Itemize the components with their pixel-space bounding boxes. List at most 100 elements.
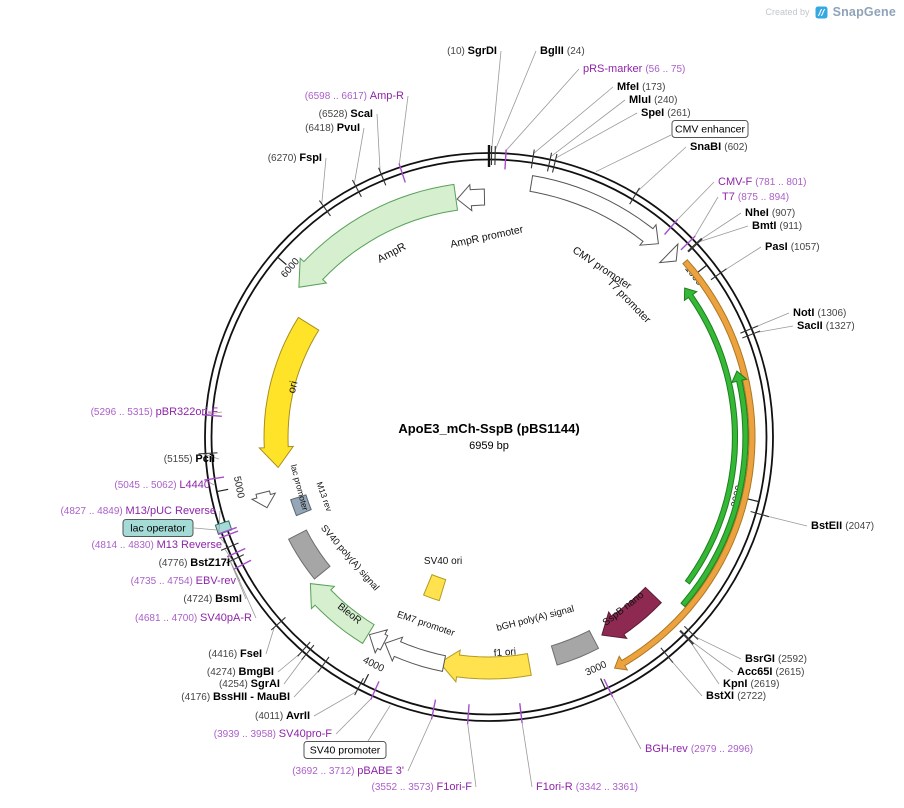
noti-callout-label[interactable]: NotI (1306) (793, 307, 846, 319)
bsmi-callout-label[interactable]: (4724) BsmI (183, 593, 242, 605)
l4440-callout-label[interactable]: (5045 .. 5062) L4440 (114, 479, 210, 491)
sv40pa-r-callout-label[interactable]: (4681 .. 4700) SV40pA-R (135, 612, 252, 624)
position-tick-4000 (363, 674, 368, 684)
callout-mlui: MluI (240) (547, 94, 677, 171)
bsteii-site-tick (751, 511, 769, 516)
m13-reverse-callout-label[interactable]: (4814 .. 4830) M13 Reverse (92, 539, 222, 551)
bstxi-callout-label[interactable]: BstXI (2722) (706, 690, 766, 702)
cmv-f-callout-label[interactable]: CMV-F (781 .. 801) (718, 176, 806, 188)
f1-ori-feature[interactable] (440, 650, 532, 682)
ampr-feature[interactable] (299, 184, 458, 287)
boxed-callout-lac-operator: lac operator (123, 520, 219, 537)
pbabe-3-callout-label[interactable]: (3692 .. 3712) pBABE 3' (292, 765, 404, 777)
fspi-callout-label[interactable]: (6270) FspI (268, 152, 322, 164)
leader-line (336, 699, 371, 734)
leader-line (506, 69, 579, 151)
ampr-label[interactable]: AmpR (375, 241, 408, 266)
sv40-ori-label[interactable]: SV40 ori (424, 556, 462, 567)
f1ori-f-callout-label[interactable]: (3552 .. 3573) F1ori-F (372, 781, 473, 793)
callout-l4440: (5045 .. 5062) L4440 (114, 477, 224, 491)
bgh-rev-callout-label[interactable]: BGH-rev (2979 .. 2996) (645, 743, 753, 755)
pvui-callout-label[interactable]: (6418) PvuI (305, 122, 360, 134)
mfei-site-tick (531, 150, 534, 169)
nhei-callout-label[interactable]: NheI (907) (745, 207, 795, 219)
leader-line (322, 158, 326, 204)
leader-line (691, 641, 733, 672)
t7-promoter-feature[interactable] (660, 244, 678, 263)
prs-marker-callout-label[interactable]: pRS-marker (56 .. 75) (583, 63, 685, 75)
em7-promoter-feature[interactable] (369, 630, 387, 653)
m13-rev-label[interactable]: M13 rev (315, 480, 335, 513)
position-label-3000: 3000 (584, 659, 609, 679)
callout-pasi: PasI (1057) (711, 241, 820, 280)
mlui-site-tick (547, 153, 551, 172)
leader-line (354, 128, 364, 184)
ampr-promoter-feature[interactable] (457, 185, 484, 211)
sv40-poly-a-signal-feature[interactable] (289, 530, 330, 579)
sgrdi-callout-label[interactable]: (10) SgrDI (447, 45, 497, 57)
bgh-poly-a-signal-label[interactable]: bGH poly(A) signal (495, 604, 575, 634)
leader-line (468, 723, 476, 787)
cmv-promoter-label[interactable]: CMV promoter (570, 244, 634, 292)
pbr322ori-f-callout-label[interactable]: (5296 .. 5315) pBR322ori-F (91, 406, 219, 418)
f1ori-f-site-tick (468, 704, 469, 724)
bsteii-callout-label[interactable]: BstEII (2047) (811, 520, 874, 532)
leader-line (754, 313, 789, 327)
leader-line (495, 51, 536, 150)
pasi-callout-label[interactable]: PasI (1057) (765, 241, 820, 253)
bsrgi-callout-label[interactable]: BsrGI (2592) (745, 653, 807, 665)
amp-r-callout-label[interactable]: (6598 .. 6617) Amp-R (305, 90, 404, 102)
avrii-callout-label[interactable]: (4011) AvrII (255, 710, 310, 722)
backbone-inner-circle (212, 160, 767, 715)
bstz17i-callout-label[interactable]: (4776) BstZ17I (159, 557, 230, 569)
ebv-rev-callout-label[interactable]: (4735 .. 4754) EBV-rev (131, 575, 237, 587)
position-label-5000: 5000 (231, 475, 246, 499)
mlui-callout-label[interactable]: MluI (240) (629, 94, 677, 106)
callout-f1ori-f: (3552 .. 3573) F1ori-F (372, 704, 477, 793)
leader-line (294, 669, 320, 697)
ori-label[interactable]: ori (286, 380, 301, 395)
cmv-enhancer-box-label[interactable]: CMV enhancer (675, 124, 746, 136)
acc65i-callout-label[interactable]: Acc65I (2615) (737, 666, 804, 678)
leader-line (596, 135, 671, 172)
snapgene-logo-icon[interactable] (815, 6, 828, 19)
lac-promoter-feature[interactable] (252, 491, 275, 508)
sgrai-callout-label[interactable]: (4254) SgrAI (219, 678, 280, 690)
leader-line (690, 642, 719, 684)
t7-callout-label[interactable]: T7 (875 .. 894) (722, 191, 789, 203)
cmv-promoter-feature[interactable] (530, 176, 658, 246)
mfei-callout-label[interactable]: MfeI (173) (617, 81, 665, 93)
sv40-poly-a-signal-label[interactable]: SV40 poly(A) signal (318, 523, 381, 593)
em7-promoter-label[interactable]: EM7 promoter (396, 609, 457, 639)
sacii-callout-label[interactable]: SacII (1327) (797, 320, 855, 332)
pcii-callout-label[interactable]: (5155) PciI (164, 453, 215, 465)
sv40pro-f-callout-label[interactable]: (3939 .. 3958) SV40pro-F (214, 728, 333, 740)
sv40-promoter-feature[interactable] (385, 637, 445, 671)
bgh-poly-a-signal-feature[interactable] (551, 631, 598, 665)
f1-ori-label[interactable]: f1 ori (493, 647, 516, 660)
snabi-callout-label[interactable]: SnaBI (602) (690, 141, 748, 153)
plasmid-length: 6959 bp (469, 440, 509, 452)
leader-line (408, 718, 432, 771)
leader-line (756, 326, 793, 333)
lac-operator-box-label[interactable]: lac operator (130, 523, 186, 535)
f1ori-r-callout-label[interactable]: F1ori-R (3342 .. 3361) (536, 781, 638, 793)
bmgbi-callout-label[interactable]: (4274) BmgBI (207, 666, 274, 678)
bglii-callout-label[interactable]: BglII (24) (540, 45, 585, 57)
sv40-ori-feature[interactable] (424, 575, 446, 601)
bsshii-maubi-callout-label[interactable]: (4176) BssHII - MauBI (181, 691, 290, 703)
kpni-callout-label[interactable]: KpnI (2619) (723, 678, 779, 690)
m13-puc-reverse-callout-label[interactable]: (4827 .. 4849) M13/pUC Reverse (60, 505, 216, 517)
spei-callout-label[interactable]: SpeI (261) (641, 107, 691, 119)
scai-callout-label[interactable]: (6528) ScaI (319, 108, 373, 120)
leader-line (522, 722, 532, 787)
callout-sacii: SacII (1327) (742, 320, 854, 338)
callout-fspi: (6270) FspI (268, 152, 331, 216)
ampr-promoter-label[interactable]: AmpR promoter (449, 223, 524, 250)
snapgene-brand-link[interactable]: SnapGene (833, 5, 896, 19)
snapgene-watermark: Created by SnapGene (766, 5, 896, 19)
sv40-promoter-box-label[interactable]: SV40 promoter (310, 745, 381, 757)
bmti-callout-label[interactable]: BmtI (911) (752, 220, 802, 232)
fsei-callout-label[interactable]: (4416) FseI (208, 648, 262, 660)
